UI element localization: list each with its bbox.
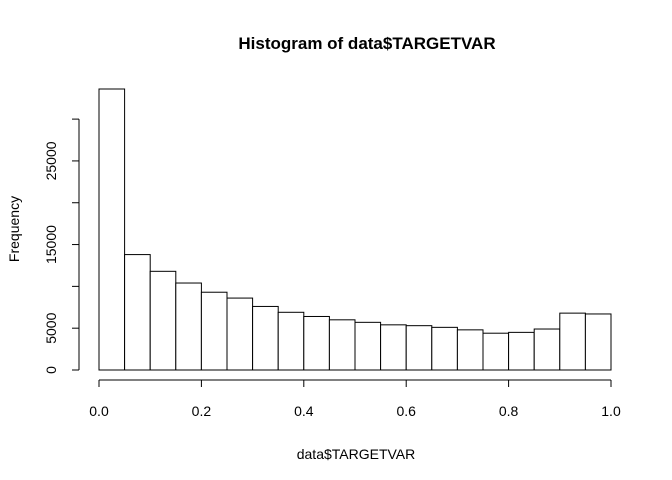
x-axis-label: data$TARGETVAR xyxy=(297,446,416,462)
histogram-bar xyxy=(482,332,510,371)
histogram-bar xyxy=(405,325,433,371)
x-tick-label: 0.4 xyxy=(294,403,314,419)
histogram-bar xyxy=(303,315,330,371)
bars-group xyxy=(98,88,612,371)
histogram-bar xyxy=(508,331,535,371)
histogram-bar xyxy=(354,321,382,371)
histogram-bar xyxy=(533,328,561,371)
x-tick-label: 0.0 xyxy=(89,403,109,419)
histogram-bar xyxy=(431,326,458,371)
histogram-bar xyxy=(252,305,279,371)
histogram-bar xyxy=(98,88,126,371)
histogram-bar xyxy=(226,297,254,371)
y-tick-label: 25000 xyxy=(43,141,59,180)
x-tick-label: 1.0 xyxy=(601,403,621,419)
x-tick-label: 0.6 xyxy=(396,403,416,419)
x-tick-label: 0.8 xyxy=(499,403,519,419)
histogram-bar xyxy=(200,291,228,371)
histogram-bar xyxy=(328,319,356,371)
y-tick-label: 0 xyxy=(43,366,59,374)
x-tick-label: 0.2 xyxy=(192,403,212,419)
histogram-bar xyxy=(456,329,484,371)
histogram-bar xyxy=(380,324,407,371)
y-axis-label: Frequency xyxy=(6,196,22,262)
chart-title: Histogram of data$TARGETVAR xyxy=(238,34,495,53)
histogram-bar xyxy=(149,270,177,371)
y-axis: 0 5000 15000 25000 xyxy=(43,118,80,374)
histogram-bar xyxy=(277,311,305,371)
histogram-bar xyxy=(559,312,586,371)
histogram-bar xyxy=(584,313,612,371)
histogram-bar xyxy=(124,254,151,371)
histogram-bar xyxy=(175,282,202,371)
y-tick-label: 15000 xyxy=(43,225,59,264)
y-tick-label: 5000 xyxy=(43,312,59,343)
x-axis: 0.0 0.2 0.4 0.6 0.8 1.0 xyxy=(89,379,621,419)
